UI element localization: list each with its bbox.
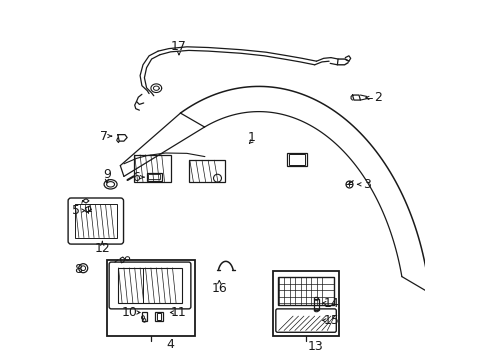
Bar [141,312,147,321]
Text: 12: 12 [94,242,110,255]
Bar [118,268,182,303]
Bar [146,173,162,181]
Text: 17: 17 [171,40,186,53]
Text: 6: 6 [132,171,140,184]
Bar [278,277,333,305]
Text: 2: 2 [373,91,381,104]
Text: 13: 13 [307,340,323,353]
Bar [314,299,318,310]
Bar [75,204,117,238]
Bar [107,260,195,336]
Bar [133,155,171,182]
Bar [286,153,306,166]
Text: 7: 7 [100,130,108,143]
Text: 11: 11 [171,306,186,319]
Bar [157,313,161,320]
Text: 15: 15 [323,314,339,327]
Text: 9: 9 [103,168,111,181]
Text: 4: 4 [166,338,174,351]
Bar [188,160,224,182]
Bar [288,154,304,165]
Text: 10: 10 [122,306,138,319]
Bar [155,312,163,321]
Bar [273,271,338,336]
Text: 1: 1 [247,131,255,144]
Text: 5: 5 [72,204,80,217]
Text: 8: 8 [74,263,82,276]
Bar [148,174,160,179]
Text: 16: 16 [211,282,227,295]
Text: 14: 14 [323,297,339,310]
Text: 3: 3 [362,178,370,191]
